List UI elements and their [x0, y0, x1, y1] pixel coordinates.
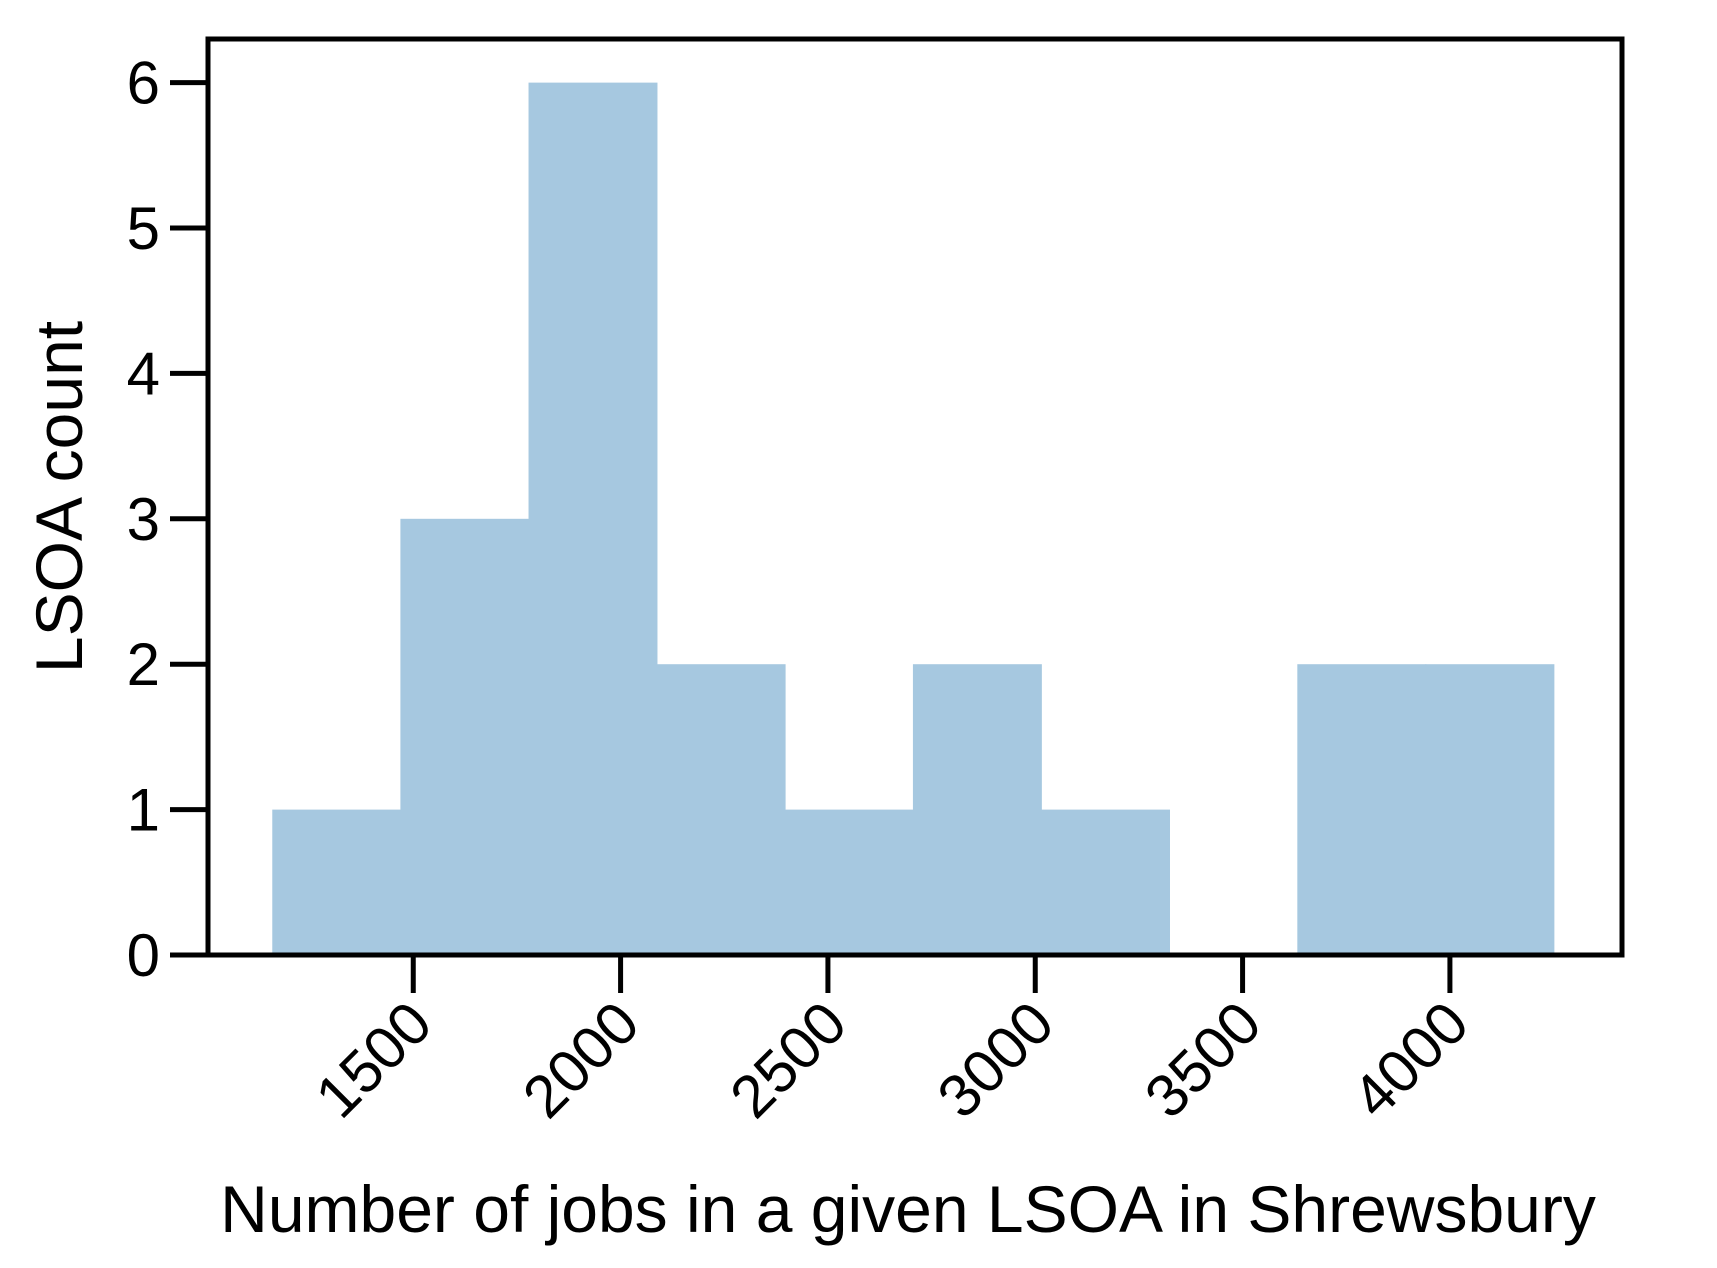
y-tick-label: 0 [127, 922, 160, 989]
histogram-bar [1297, 664, 1427, 955]
y-axis-ticks: 0 1 2 3 4 5 6 [127, 50, 208, 989]
histogram-bar [528, 82, 658, 956]
y-tick-label: 6 [127, 50, 160, 117]
y-tick-label: 5 [127, 195, 160, 262]
x-tick-label: 2000 [510, 989, 652, 1131]
histogram-bar [1041, 809, 1170, 955]
histogram-bar [912, 664, 1042, 955]
y-tick-label: 2 [127, 631, 160, 698]
y-axis-title: LSOA count [22, 321, 96, 673]
x-tick-label: 3000 [925, 989, 1067, 1131]
x-axis-ticks: 1500 2000 2500 3000 3500 4000 [303, 955, 1481, 1131]
y-tick-label: 1 [127, 777, 160, 844]
y-tick-label: 4 [127, 340, 160, 407]
x-tick-label: 2500 [717, 989, 859, 1131]
y-tick-label: 3 [127, 486, 160, 553]
histogram-bar [1425, 664, 1555, 955]
x-tick-label: 1500 [303, 989, 445, 1131]
histogram-bar [656, 664, 786, 955]
plot-frame [205, 36, 1625, 958]
x-tick-label: 4000 [1339, 989, 1481, 1131]
x-tick-label: 3500 [1132, 989, 1274, 1131]
histogram-bar [272, 809, 402, 955]
histogram-bar [784, 809, 914, 955]
x-axis-title: Number of jobs in a given LSOA in Shrews… [220, 1172, 1596, 1246]
histogram-bar [400, 518, 530, 955]
bars-group [272, 82, 1555, 956]
